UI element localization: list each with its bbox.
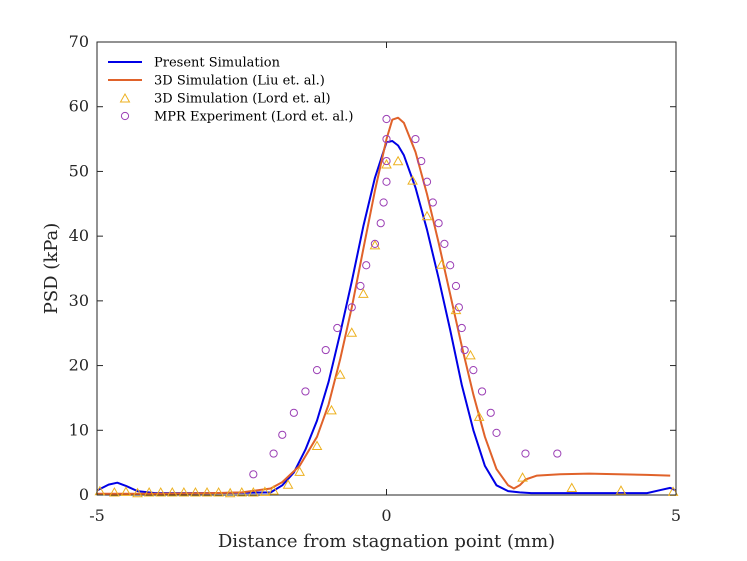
y-tick-label: 20 xyxy=(69,356,89,375)
data-point-circle xyxy=(521,449,530,458)
data-point-triangle xyxy=(346,327,358,337)
data-point-circle xyxy=(460,345,469,355)
data-point-triangle xyxy=(143,487,155,497)
data-point-triangle xyxy=(259,486,271,496)
data-point-triangle xyxy=(247,487,259,497)
y-tick-label: 30 xyxy=(69,291,89,310)
data-point-circle xyxy=(457,323,466,333)
data-point-triangle xyxy=(450,304,462,315)
data-point-circle xyxy=(370,239,380,249)
series-line xyxy=(97,116,671,495)
y-tick-label: 60 xyxy=(69,97,89,116)
data-point-triangle xyxy=(436,259,447,269)
legend: Present Simulation 3D Simulation (Liu et.… xyxy=(108,56,353,125)
data-point-triangle xyxy=(473,411,485,421)
y-tick-label: 50 xyxy=(69,161,89,180)
data-point-circle xyxy=(301,387,310,396)
data-point-circle xyxy=(312,366,322,375)
data-point-circle xyxy=(422,177,432,186)
data-point-triangle xyxy=(334,369,346,379)
data-point-triangle xyxy=(224,487,236,498)
data-point-circle xyxy=(347,303,356,312)
data-point-triangle xyxy=(155,487,167,497)
data-point-triangle xyxy=(326,404,337,415)
legend-item: 3D Simulation (Lord et. al) xyxy=(119,92,331,107)
y-tick-label: 0 xyxy=(79,485,89,504)
data-point-triangle xyxy=(465,349,476,360)
data-point-circle xyxy=(451,281,461,291)
series-2 xyxy=(97,116,671,495)
data-point-circle xyxy=(362,261,371,270)
data-point-circle xyxy=(486,408,495,417)
data-point-circle xyxy=(321,345,330,355)
series-4 xyxy=(249,114,562,479)
data-point-triangle xyxy=(109,487,120,497)
data-point-triangle xyxy=(166,487,178,497)
data-point-triangle xyxy=(120,486,132,496)
data-point-triangle xyxy=(369,239,381,250)
data-point-circle xyxy=(382,114,391,124)
data-point-triangle xyxy=(392,155,404,166)
data-point-circle xyxy=(446,261,455,270)
data-point-circle xyxy=(411,134,420,144)
data-point-circle xyxy=(249,470,258,479)
data-point-triangle xyxy=(421,210,433,221)
y-tick-label: 10 xyxy=(69,420,89,439)
data-point-triangle xyxy=(282,479,294,489)
data-point-triangle xyxy=(615,485,627,495)
data-point-circle xyxy=(269,449,278,458)
legend-swatch-circle xyxy=(120,111,130,121)
legend-label: Present Simulation xyxy=(154,56,281,71)
legend-item: 3D Simulation (Liu et. al.) xyxy=(108,74,325,89)
legend-item: Present Simulation xyxy=(108,56,281,71)
data-point-circle xyxy=(382,177,391,186)
data-point-triangle xyxy=(236,487,248,497)
data-point-circle xyxy=(454,303,463,312)
x-tick-label: -5 xyxy=(89,506,105,525)
data-point-circle xyxy=(428,198,437,207)
y-tick-label: 40 xyxy=(69,226,89,245)
data-point-circle xyxy=(469,366,478,375)
data-point-triangle xyxy=(311,440,323,450)
legend-label: 3D Simulation (Liu et. al.) xyxy=(154,74,325,89)
data-point-circle xyxy=(553,449,562,458)
data-point-circle xyxy=(379,198,388,207)
data-point-triangle xyxy=(178,487,190,497)
legend-item: MPR Experiment (Lord et. al.) xyxy=(120,110,353,125)
data-point-circle xyxy=(477,387,487,396)
data-point-circle xyxy=(333,323,342,333)
data-point-circle xyxy=(440,239,449,249)
legend-label: MPR Experiment (Lord et. al.) xyxy=(154,110,353,125)
data-point-circle xyxy=(382,156,391,166)
data-point-triangle xyxy=(357,288,369,298)
data-point-circle xyxy=(382,134,391,144)
data-point-circle xyxy=(356,281,365,291)
data-point-triangle xyxy=(132,487,143,498)
data-point-circle xyxy=(376,219,385,228)
data-point-circle xyxy=(492,428,501,437)
data-point-circle xyxy=(434,219,443,228)
y-tick-label: 70 xyxy=(69,32,89,51)
data-point-circle xyxy=(417,156,426,166)
x-axis-label: Distance from stagnation point (mm) xyxy=(218,531,555,552)
data-point-triangle xyxy=(517,472,528,482)
data-point-triangle xyxy=(268,485,279,495)
data-point-triangle xyxy=(566,482,578,493)
legend-label: 3D Simulation (Lord et. al) xyxy=(154,92,331,107)
data-point-triangle xyxy=(407,175,418,185)
legend-swatch-triangle xyxy=(119,92,131,103)
data-point-triangle xyxy=(201,487,213,497)
x-tick-label: 5 xyxy=(671,506,681,525)
data-point-triangle xyxy=(190,487,201,497)
data-point-triangle xyxy=(294,466,306,476)
data-point-triangle xyxy=(213,487,224,497)
y-axis-label: PSD (kPa) xyxy=(41,223,62,315)
data-point-circle xyxy=(278,430,287,439)
data-point-circle xyxy=(289,408,298,417)
x-tick-label: 0 xyxy=(381,506,391,525)
